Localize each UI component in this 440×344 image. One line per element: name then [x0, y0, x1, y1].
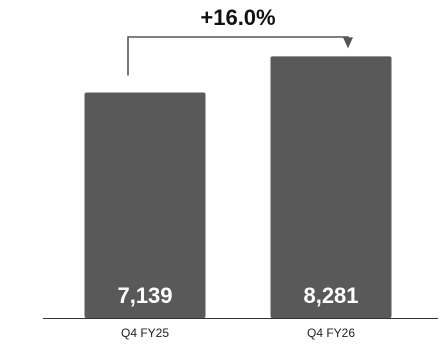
change-percent-label: +16.0% [200, 5, 275, 30]
bar-q4-fy25 [84, 92, 206, 318]
category-label: Q4 FY25 [121, 326, 169, 340]
bar-value-label: 8,281 [303, 283, 358, 308]
value-labels-group: 7,139 8,281 [117, 283, 358, 308]
bar-q4-fy26 [270, 56, 392, 318]
category-label: Q4 FY26 [307, 326, 355, 340]
bars-group [84, 56, 392, 318]
category-labels-group: Q4 FY25 Q4 FY26 [121, 326, 355, 340]
change-arrowhead [343, 37, 353, 49]
bar-value-label: 7,139 [117, 283, 172, 308]
